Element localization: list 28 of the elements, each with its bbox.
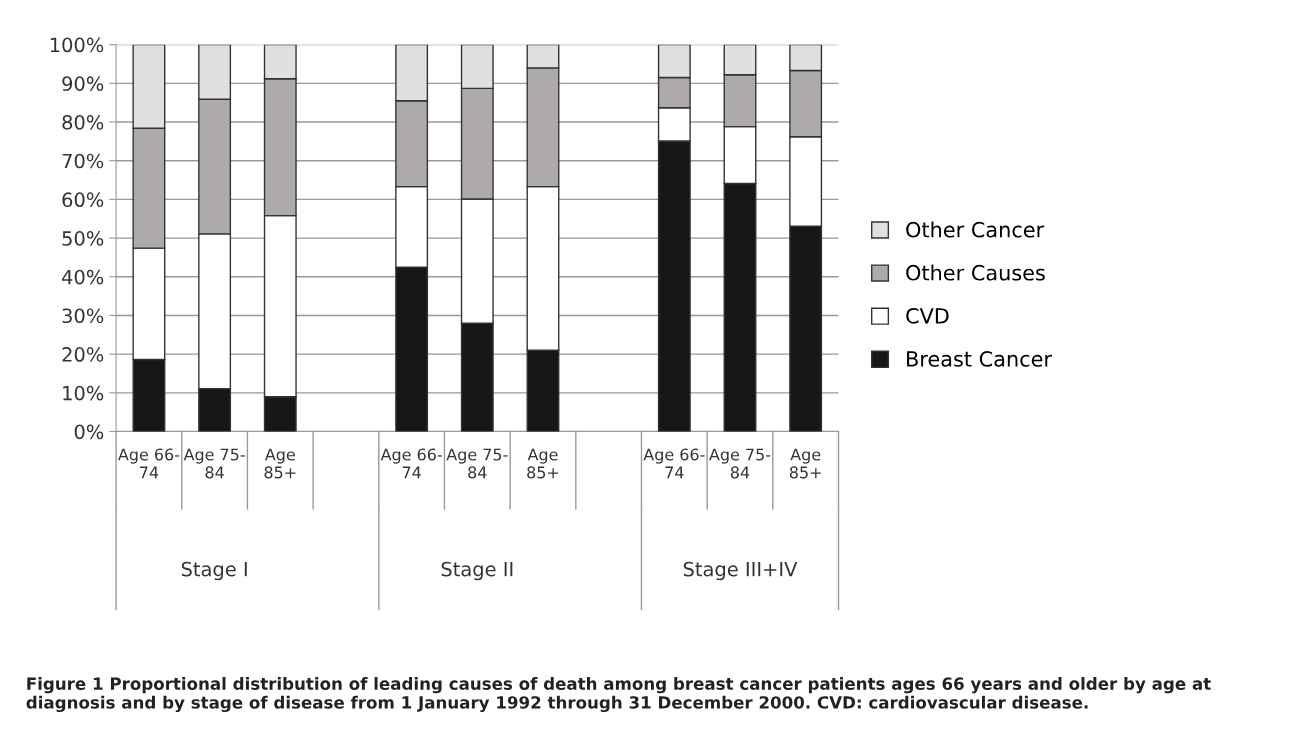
y-tick-label: 30% bbox=[62, 308, 104, 324]
x-tick-label: Age 66-74 bbox=[118, 448, 180, 479]
x-tick-label: Age 66-74 bbox=[643, 448, 705, 479]
text: Stage III+IV bbox=[683, 561, 798, 581]
legend-label: Breast Cancer bbox=[907, 351, 1052, 367]
x-tick-label: Age 85+ bbox=[789, 448, 821, 479]
y-tick-label: 80% bbox=[62, 114, 104, 130]
y-tick-label: 20% bbox=[62, 347, 104, 362]
x-tick-label: Age 85+ bbox=[264, 448, 296, 479]
caption: Figure 1 Proportional distribution of leading causes of death among breast cancer patients ages 66 years and older by age at diagnosis and by stage of disease from 1 January 1992 through 31 December 2000. CVD: cardiovascular disease. bbox=[26, 677, 1211, 713]
y-tick-label: 70% bbox=[62, 153, 104, 169]
legend-label: Other Causes bbox=[906, 264, 1045, 281]
text: Stage II bbox=[441, 561, 513, 581]
x-tick-label: Age 85+ bbox=[527, 448, 559, 479]
y-tick-label: 10% bbox=[63, 385, 104, 401]
x-tick-label: Age 66-74 bbox=[380, 448, 442, 479]
x-tick-label: Age 75-84 bbox=[183, 448, 245, 479]
legend-label: CVD bbox=[906, 307, 949, 324]
text: Stage I bbox=[181, 561, 247, 581]
x-tick-label: Age 75-84 bbox=[446, 448, 508, 479]
y-tick-label: 60% bbox=[62, 192, 104, 208]
y-tick-label: 50% bbox=[62, 231, 104, 246]
y-tick-label: 90% bbox=[62, 76, 104, 91]
y-tick-label: 40% bbox=[62, 269, 104, 285]
y-tick-label: 100% bbox=[50, 37, 104, 53]
legend-label: Other Cancer bbox=[906, 221, 1045, 238]
x-tick-label: Age 75-84 bbox=[709, 448, 771, 479]
y-tick-label: 0% bbox=[74, 424, 104, 440]
